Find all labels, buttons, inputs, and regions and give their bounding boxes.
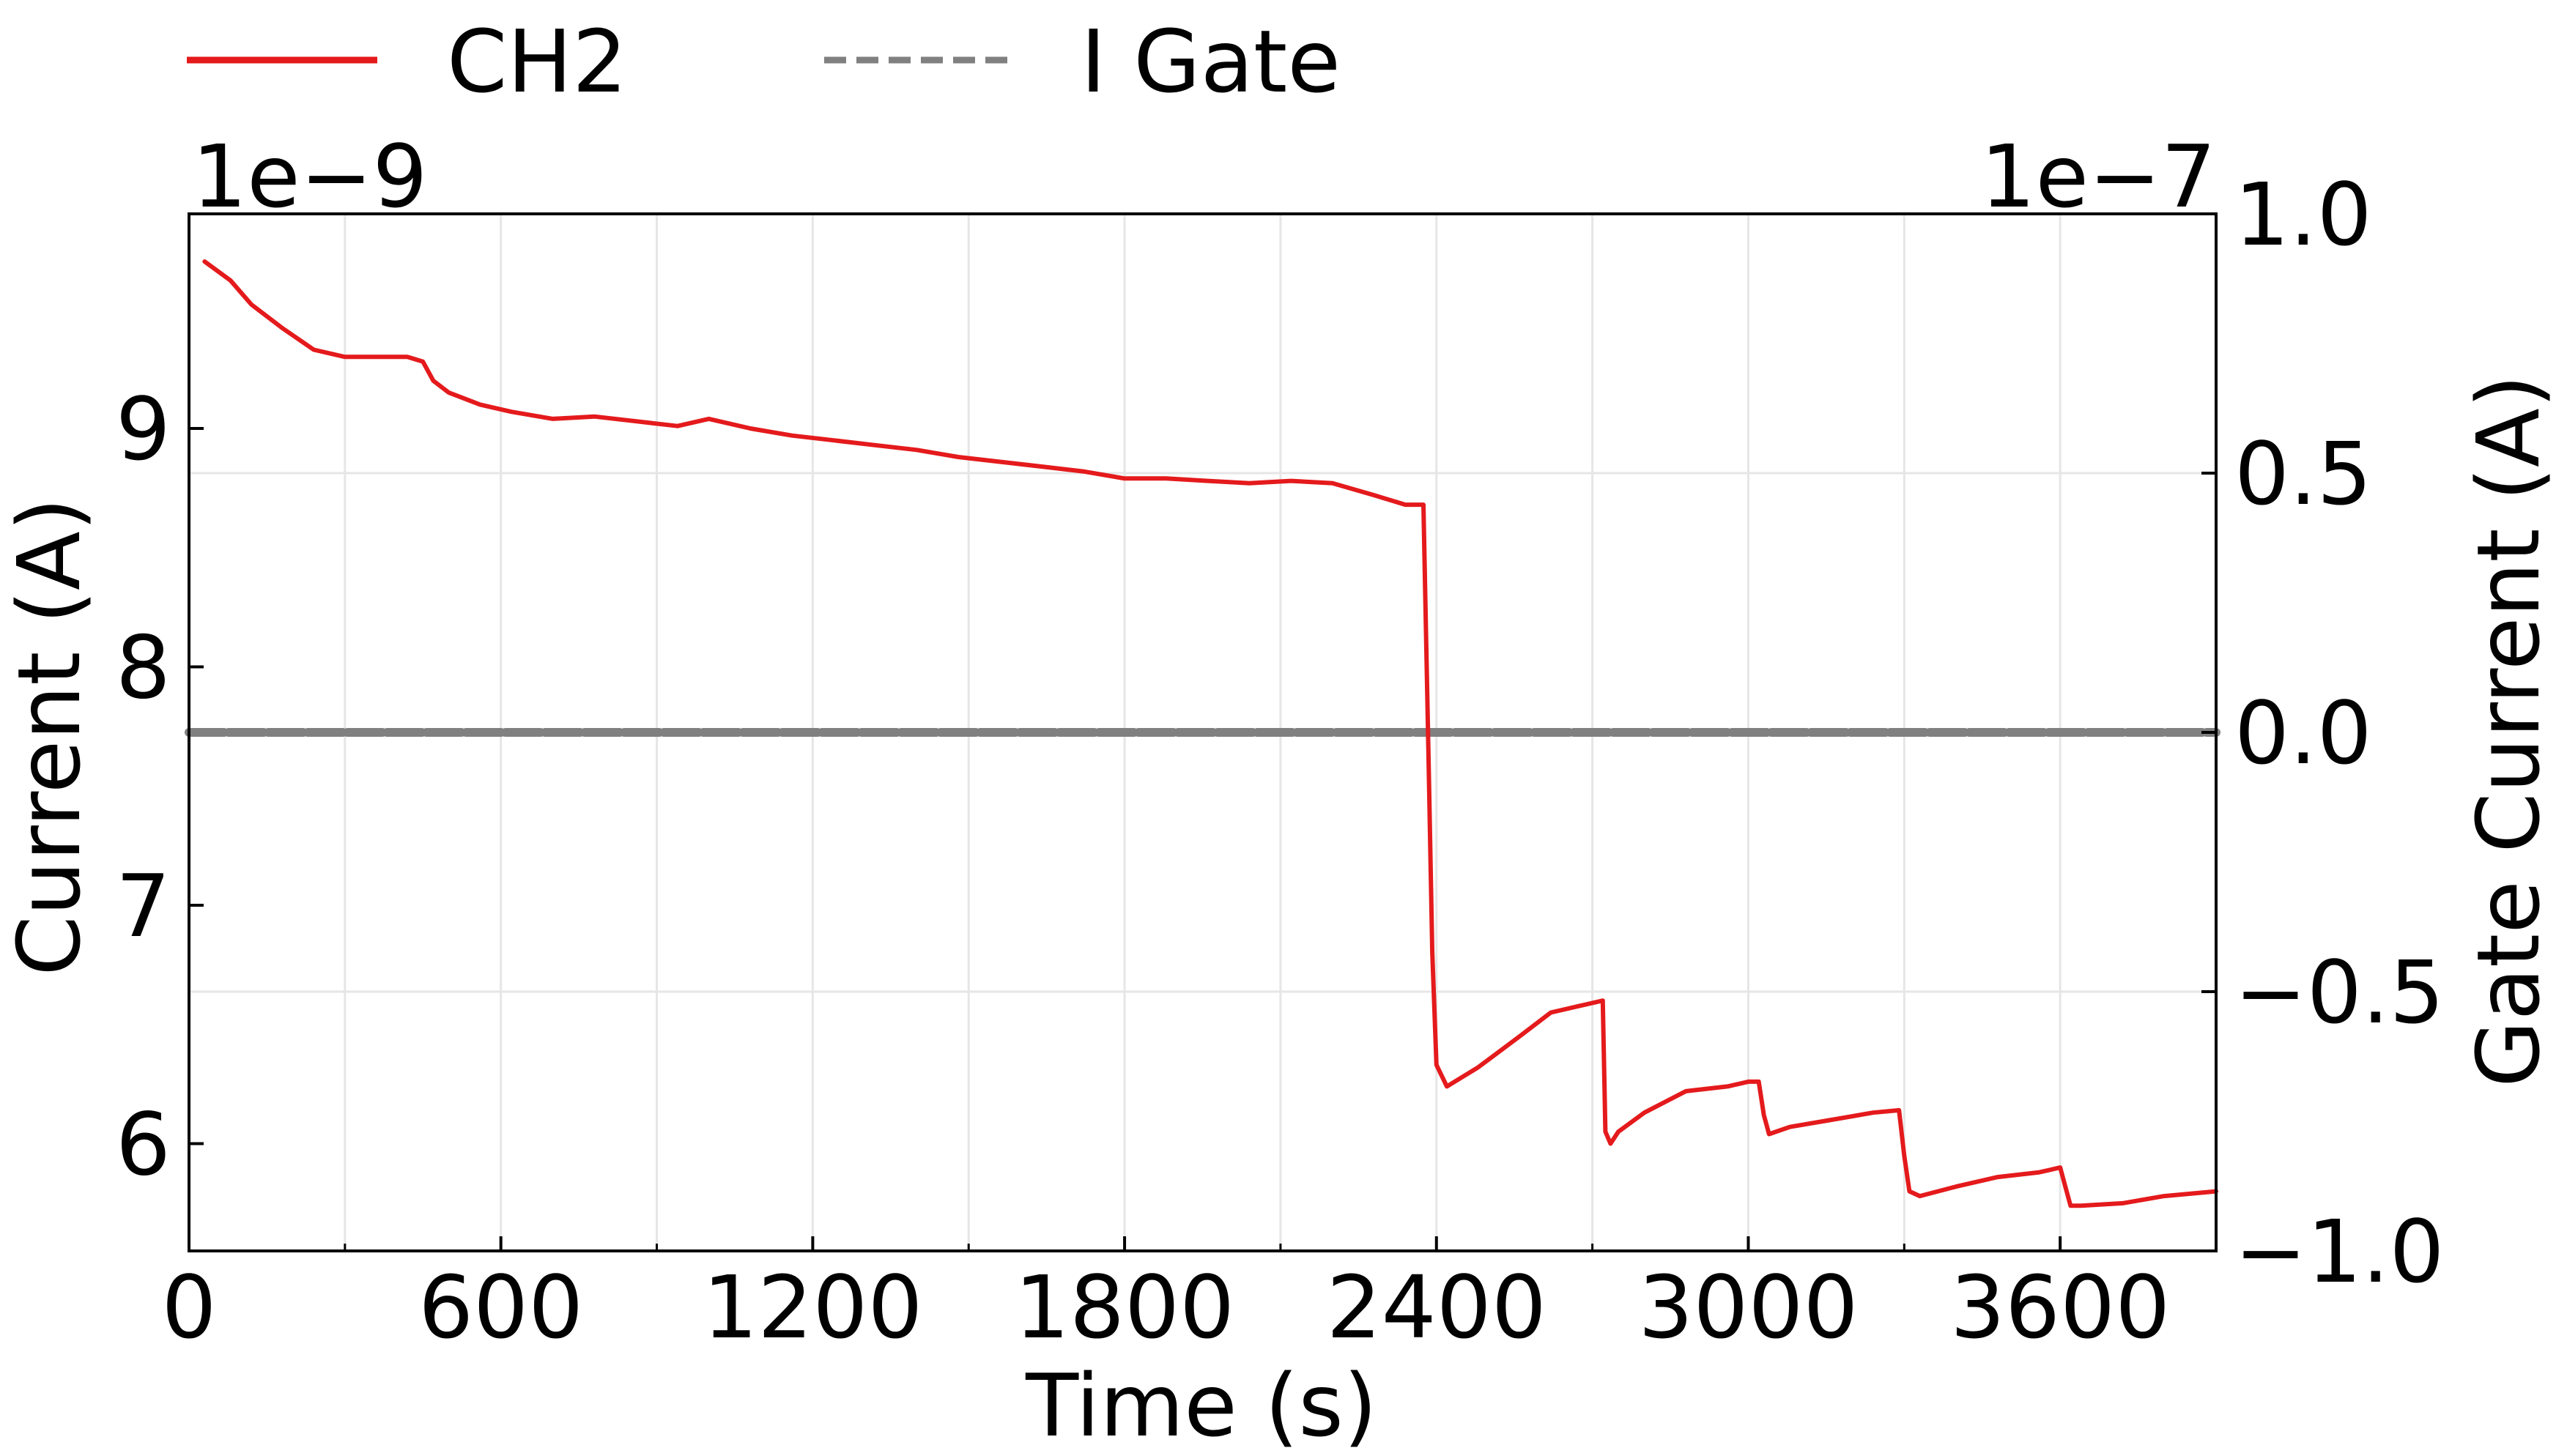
y-tick-label: 6: [116, 1094, 171, 1195]
y2-axis-offset-text: 1e−7: [1980, 126, 2216, 227]
x-tick-label: 1200: [703, 1257, 922, 1358]
x-tick-label: 3600: [1950, 1257, 2170, 1358]
y2-tick-label: 1.0: [2234, 164, 2372, 265]
y2-axis-label: Gate Current (A): [2458, 374, 2559, 1088]
y-tick-label: 7: [116, 855, 171, 957]
y-axis-offset-text: 1e−9: [192, 126, 428, 227]
legend: CH2 I Gate: [187, 11, 1341, 112]
series-line-ch2: [202, 259, 2218, 1208]
x-tick-label: 0: [161, 1257, 216, 1358]
x-tick-label: 2400: [1327, 1257, 1547, 1358]
x-axis-label: Time (s): [1025, 1355, 1377, 1456]
legend-label-ch2: CH2: [447, 11, 627, 112]
x-tick-label: 1800: [1015, 1257, 1234, 1358]
y2-tick-label: −1.0: [2234, 1201, 2445, 1302]
y-axis-label: Current (A): [0, 497, 100, 976]
ticks: 0 600 1200 1800 2400 3000 3600 6 7 8 9 −1.0 −0.5 0.0 0…: [116, 164, 2445, 1358]
y2-tick-label: −0.5: [2234, 942, 2445, 1043]
y2-tick-label: 0.5: [2234, 423, 2372, 524]
x-tick-label: 600: [418, 1257, 583, 1358]
legend-label-i-gate: I Gate: [1081, 11, 1341, 112]
y2-tick-label: 0.0: [2234, 683, 2372, 784]
y-tick-label: 9: [116, 379, 171, 480]
x-tick-label: 3000: [1638, 1257, 1858, 1358]
series-layer: [185, 259, 2220, 1208]
y-tick-label: 8: [116, 617, 171, 718]
